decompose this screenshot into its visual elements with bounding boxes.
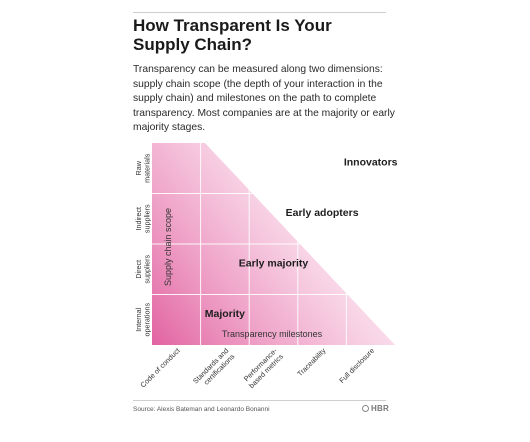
y-axis-label: Supply chain scope	[163, 208, 173, 286]
stage-label: Early adopters	[286, 207, 359, 219]
x-tick-label: Performance-based metrics	[241, 346, 285, 390]
chart-subtitle: Transparency can be measured along two d…	[133, 64, 395, 133]
hbr-logo-icon	[362, 405, 369, 412]
x-axis-label: Transparency milestones	[222, 329, 323, 339]
y-tick-label: Rawmaterials	[134, 153, 152, 183]
stage-label: Majority	[205, 308, 245, 320]
y-tick-label: Indirectsuppliers	[134, 204, 152, 233]
grid-lines	[152, 143, 395, 345]
x-tick-label: Code of conduct	[138, 346, 181, 389]
hbr-logo: HBR	[362, 404, 389, 413]
bottom-rule	[133, 400, 386, 401]
x-tick-label: Standards andcertifications	[191, 346, 237, 392]
hbr-logo-text: HBR	[371, 404, 389, 413]
top-rule	[133, 12, 386, 13]
stage-labels: Majority Early majority Early adopters Inno…	[205, 157, 398, 321]
y-tick-label: Internaloperations	[134, 303, 152, 337]
x-tick-labels: Code of conduct Standards andcertificatio…	[138, 346, 376, 392]
y-tick-label: Directsuppliers	[134, 254, 152, 283]
stage-label: Innovators	[344, 157, 398, 169]
source-note: Source: Alexis Bateman and Leonardo Bona…	[133, 406, 270, 413]
y-tick-labels: Internaloperations Directsuppliers Indirec…	[134, 153, 152, 336]
stage-label: Early majority	[239, 258, 309, 270]
chart-title: How Transparent Is Your Supply Chain?	[133, 16, 332, 54]
x-tick-label: Traceability	[295, 346, 327, 378]
x-tick-label: Full disclosure	[337, 346, 376, 385]
